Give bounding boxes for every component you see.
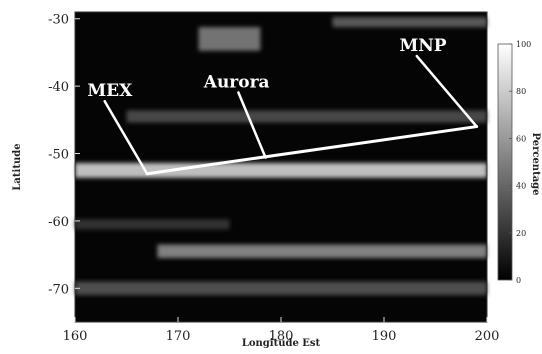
colorbar: 100 80 60 40 20 0 Percentage (497, 40, 541, 285)
x-axis-title: Longitude Est (242, 338, 321, 349)
annotation-label: Aurora (203, 72, 270, 92)
colorbar-tick-label: 100 (516, 40, 531, 49)
colorbar-gradient (497, 43, 513, 281)
heatmap-band (126, 110, 487, 123)
x-tick-label: 200 (475, 329, 500, 344)
annotation-leader (415, 54, 478, 128)
x-tick-label: 160 (63, 329, 88, 344)
heatmap-band (332, 17, 487, 28)
annotation-label: MNP (399, 36, 446, 56)
x-tick-label: 190 (372, 329, 397, 344)
heatmap-band (75, 281, 487, 296)
annotation-leader (237, 91, 267, 159)
annotation-label: MEX (87, 81, 133, 101)
x-tick-label: 170 (166, 329, 191, 344)
x-axis: 160 170 180 190 200 (63, 317, 500, 344)
heatmap-band (75, 219, 230, 230)
heatmap-band (157, 244, 487, 258)
y-tick-label: -70 (48, 282, 69, 297)
colorbar-tick-label: 20 (516, 229, 526, 238)
heatmap-band (198, 27, 261, 51)
colorbar-tick-label: 80 (516, 87, 526, 96)
colorbar-tick-label: 40 (516, 182, 526, 191)
y-tick-label: -50 (48, 148, 69, 163)
y-tick-label: -40 (48, 80, 69, 95)
x-tick-label: 180 (269, 329, 294, 344)
y-axis-title: Latitude (12, 143, 23, 190)
colorbar-tick-label: 0 (516, 276, 521, 285)
colorbar-tick-label: 60 (516, 134, 526, 143)
y-tick-label: -30 (48, 13, 69, 28)
y-axis: -30 -40 -50 -60 -70 (48, 13, 80, 297)
heatmap-band (75, 162, 487, 178)
plot-area: MEX Aurora MNP (74, 11, 488, 323)
annotation-leader (103, 99, 149, 175)
y-tick-label: -60 (48, 215, 69, 230)
colorbar-title: Percentage (530, 132, 541, 195)
track-line (145, 125, 479, 176)
